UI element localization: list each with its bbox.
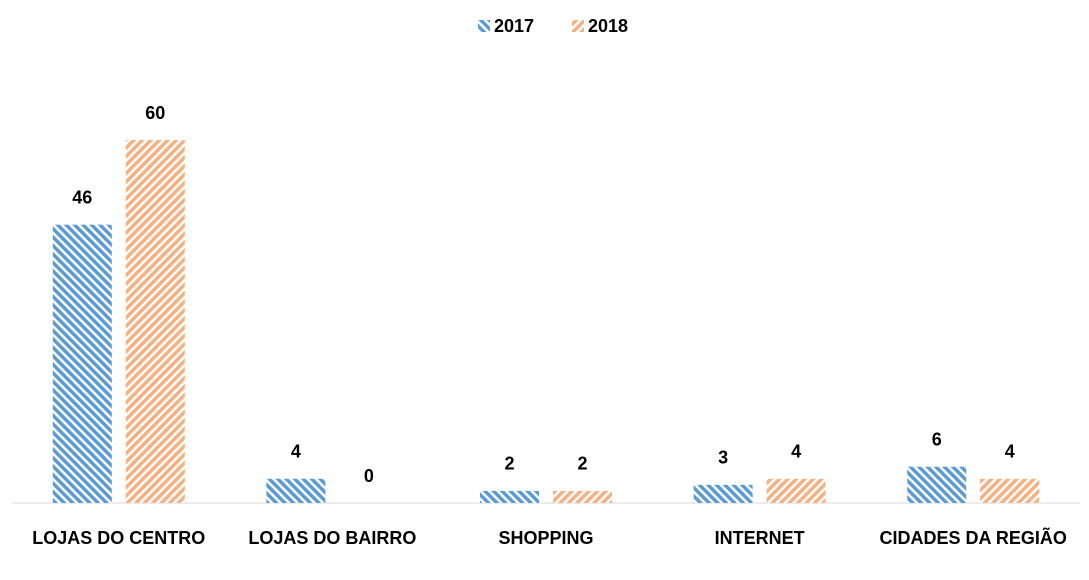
- data-label: 3: [718, 448, 728, 468]
- bar: [52, 224, 112, 503]
- data-label: 2: [577, 454, 587, 474]
- x-tick-label: CIDADES DA REGIÃO: [880, 527, 1067, 548]
- data-label: 60: [145, 103, 165, 123]
- data-label: 4: [791, 442, 801, 462]
- data-label: 4: [291, 442, 301, 462]
- x-tick-label: LOJAS DO BAIRRO: [248, 528, 416, 548]
- bar: [907, 466, 967, 503]
- legend-swatch: [572, 20, 584, 32]
- data-label: 2: [504, 454, 514, 474]
- data-label: 4: [1005, 442, 1015, 462]
- bar: [553, 490, 612, 503]
- x-tick-label: INTERNET: [715, 528, 805, 548]
- bar: [266, 478, 326, 503]
- legend-label: 2018: [588, 16, 628, 36]
- bar: [480, 490, 539, 503]
- x-tick-label: LOJAS DO CENTRO: [32, 528, 205, 548]
- data-label: 0: [364, 466, 374, 486]
- bar: [980, 478, 1040, 503]
- data-label: 6: [932, 429, 942, 449]
- bar: [693, 484, 753, 503]
- x-tick-label: SHOPPING: [498, 528, 593, 548]
- legend-label: 2017: [494, 16, 534, 36]
- bar: [766, 478, 826, 503]
- bar: [125, 140, 185, 503]
- legend-swatch: [478, 20, 490, 32]
- data-label: 46: [72, 187, 92, 207]
